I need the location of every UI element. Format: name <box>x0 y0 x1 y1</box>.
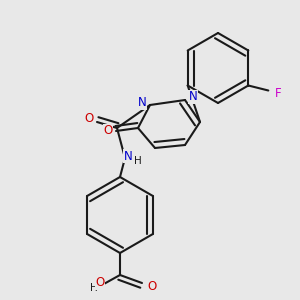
Text: H: H <box>90 283 98 293</box>
Text: O: O <box>103 124 112 137</box>
Text: O: O <box>95 277 105 290</box>
Text: O: O <box>84 112 94 125</box>
Text: O: O <box>147 280 157 292</box>
Text: F: F <box>275 87 282 100</box>
Text: N: N <box>124 149 132 163</box>
Text: N: N <box>189 91 197 103</box>
Text: N: N <box>138 97 146 110</box>
Text: H: H <box>134 156 142 166</box>
